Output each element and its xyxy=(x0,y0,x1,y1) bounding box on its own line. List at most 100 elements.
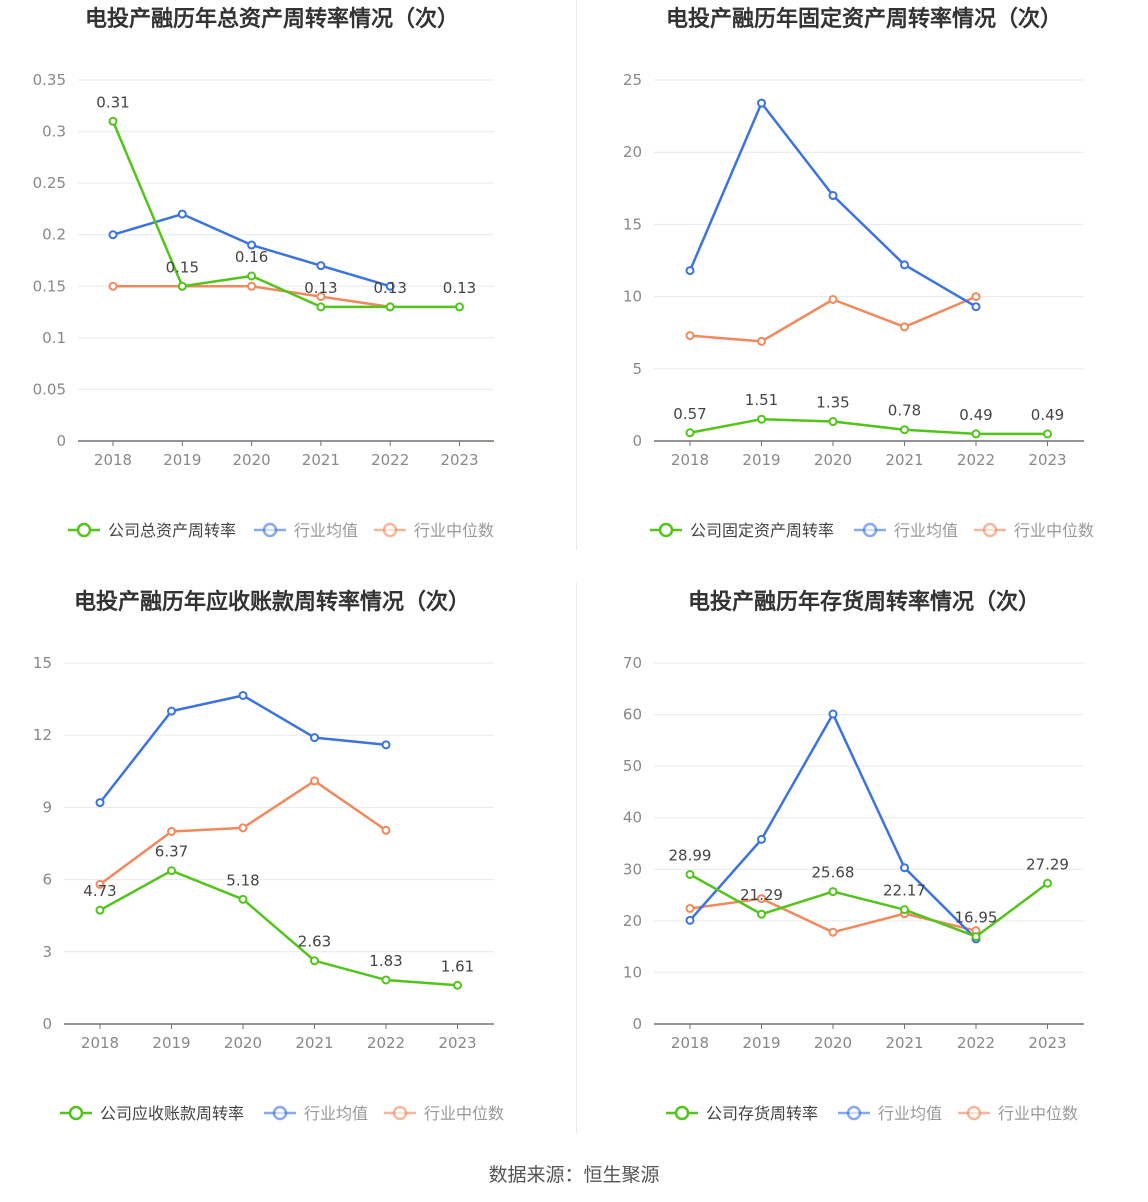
data-point-avg[interactable] xyxy=(685,266,695,276)
data-point-avg[interactable] xyxy=(316,261,326,271)
data-point-company[interactable] xyxy=(828,887,838,897)
y-tick-label: 70 xyxy=(623,654,642,672)
data-point-company[interactable] xyxy=(1043,429,1052,439)
data-point-avg[interactable] xyxy=(828,191,838,201)
data-point-company[interactable] xyxy=(453,980,462,990)
y-tick-label: 0.25 xyxy=(33,174,66,192)
data-point-company[interactable] xyxy=(1043,878,1052,888)
data-point-median[interactable] xyxy=(971,292,981,302)
legend-label-median[interactable]: 行业中位数 xyxy=(998,1104,1078,1123)
data-point-avg[interactable] xyxy=(177,209,187,219)
data-point-avg[interactable] xyxy=(757,834,766,844)
series-line-company xyxy=(111,120,460,309)
data-point-median[interactable] xyxy=(381,825,391,835)
legend-label-company[interactable]: 公司存货周转率 xyxy=(706,1104,818,1123)
data-label: 0.13 xyxy=(443,279,476,297)
data-point-company[interactable] xyxy=(685,428,695,438)
data-point-company[interactable] xyxy=(685,869,695,879)
data-point-avg[interactable] xyxy=(828,709,838,719)
data-point-median[interactable] xyxy=(828,294,838,304)
data-point-company[interactable] xyxy=(455,302,464,312)
legend-marker-avg[interactable] xyxy=(862,522,878,538)
data-point-avg[interactable] xyxy=(757,98,766,108)
legend-label-avg[interactable]: 行业均值 xyxy=(894,521,958,540)
data-label: 0.13 xyxy=(373,279,406,297)
legend-label-company[interactable]: 公司固定资产周转率 xyxy=(690,521,834,540)
data-point-median[interactable] xyxy=(685,903,695,913)
y-tick-label: 5 xyxy=(632,360,642,378)
data-point-median[interactable] xyxy=(95,879,105,889)
data-point-median[interactable] xyxy=(108,281,118,291)
x-tick-label: 2022 xyxy=(957,1034,995,1052)
data-point-company[interactable] xyxy=(95,905,105,915)
legend-marker-avg[interactable] xyxy=(272,1105,288,1121)
data-point-median[interactable] xyxy=(310,776,319,786)
chart-panel-total-assets: 电投产融历年总资产周转率情况（次） 0 0.05 0.1 0.15 0.2 0.25 0.3 0… xyxy=(0,0,574,583)
data-point-median[interactable] xyxy=(828,927,838,937)
data-point-median[interactable] xyxy=(167,826,176,836)
data-point-company[interactable] xyxy=(310,956,319,966)
data-point-company[interactable] xyxy=(247,271,257,281)
data-point-median[interactable] xyxy=(685,331,695,341)
data-point-company[interactable] xyxy=(108,116,118,126)
data-point-company[interactable] xyxy=(971,932,981,942)
y-tick-label: 20 xyxy=(623,143,642,161)
data-point-company[interactable] xyxy=(757,414,766,424)
legend-marker-company[interactable] xyxy=(674,1105,690,1121)
y-tick-label: 20 xyxy=(623,912,642,930)
data-point-company[interactable] xyxy=(757,909,766,919)
data-point-median[interactable] xyxy=(238,823,248,833)
data-point-company[interactable] xyxy=(167,866,176,876)
data-point-avg[interactable] xyxy=(685,915,695,925)
data-point-company[interactable] xyxy=(177,281,187,291)
data-point-avg[interactable] xyxy=(108,230,118,240)
data-point-company[interactable] xyxy=(385,302,395,312)
legend-label-company[interactable]: 公司总资产周转率 xyxy=(108,521,236,540)
data-point-company[interactable] xyxy=(900,905,909,915)
data-point-avg[interactable] xyxy=(167,706,176,716)
data-point-company[interactable] xyxy=(900,425,909,435)
x-tick-label: 2018 xyxy=(94,451,132,469)
data-label: 0.49 xyxy=(959,406,992,424)
data-point-avg[interactable] xyxy=(900,863,909,873)
legend-label-avg[interactable]: 行业均值 xyxy=(294,521,358,540)
legend-marker-median[interactable] xyxy=(382,522,398,538)
data-point-avg[interactable] xyxy=(95,798,105,808)
legend-marker-median[interactable] xyxy=(982,522,998,538)
data-point-median[interactable] xyxy=(757,894,766,904)
legend-marker-avg[interactable] xyxy=(846,1105,862,1121)
legend-label-median[interactable]: 行业中位数 xyxy=(424,1104,504,1123)
data-point-avg[interactable] xyxy=(238,690,248,700)
legend-marker-company[interactable] xyxy=(68,1105,84,1121)
legend-marker-median[interactable] xyxy=(966,1105,982,1121)
data-point-company[interactable] xyxy=(238,894,248,904)
legend-label-median[interactable]: 行业中位数 xyxy=(1014,521,1094,540)
data-point-avg[interactable] xyxy=(310,733,319,743)
legend-label-median[interactable]: 行业中位数 xyxy=(414,521,494,540)
legend-label-company[interactable]: 公司应收账款周转率 xyxy=(100,1104,244,1123)
legend-marker-median[interactable] xyxy=(392,1105,408,1121)
data-point-company[interactable] xyxy=(381,975,391,985)
data-point-company[interactable] xyxy=(828,417,838,427)
data-point-avg[interactable] xyxy=(900,260,909,270)
legend-marker-avg[interactable] xyxy=(262,522,278,538)
legend-marker-company[interactable] xyxy=(76,522,92,538)
data-point-avg[interactable] xyxy=(385,281,395,291)
data-point-company[interactable] xyxy=(316,302,326,312)
chart-title: 电投产融历年存货周转率情况（次） xyxy=(688,589,1040,615)
y-tick-label: 6 xyxy=(42,871,52,889)
x-tick-label: 2019 xyxy=(152,1034,190,1052)
legend-marker-company[interactable] xyxy=(658,522,674,538)
data-point-median[interactable] xyxy=(757,336,766,346)
data-point-avg[interactable] xyxy=(381,740,391,750)
y-tick-label: 9 xyxy=(42,798,52,816)
data-point-median[interactable] xyxy=(247,281,257,291)
data-point-company[interactable] xyxy=(971,429,981,439)
legend-label-avg[interactable]: 行业均值 xyxy=(878,1104,942,1123)
data-point-median[interactable] xyxy=(900,322,909,332)
legend-label-avg[interactable]: 行业均值 xyxy=(304,1104,368,1123)
data-point-avg[interactable] xyxy=(971,302,981,312)
data-point-avg[interactable] xyxy=(247,240,257,250)
y-tick-label: 40 xyxy=(623,809,642,827)
data-point-median[interactable] xyxy=(316,292,326,302)
